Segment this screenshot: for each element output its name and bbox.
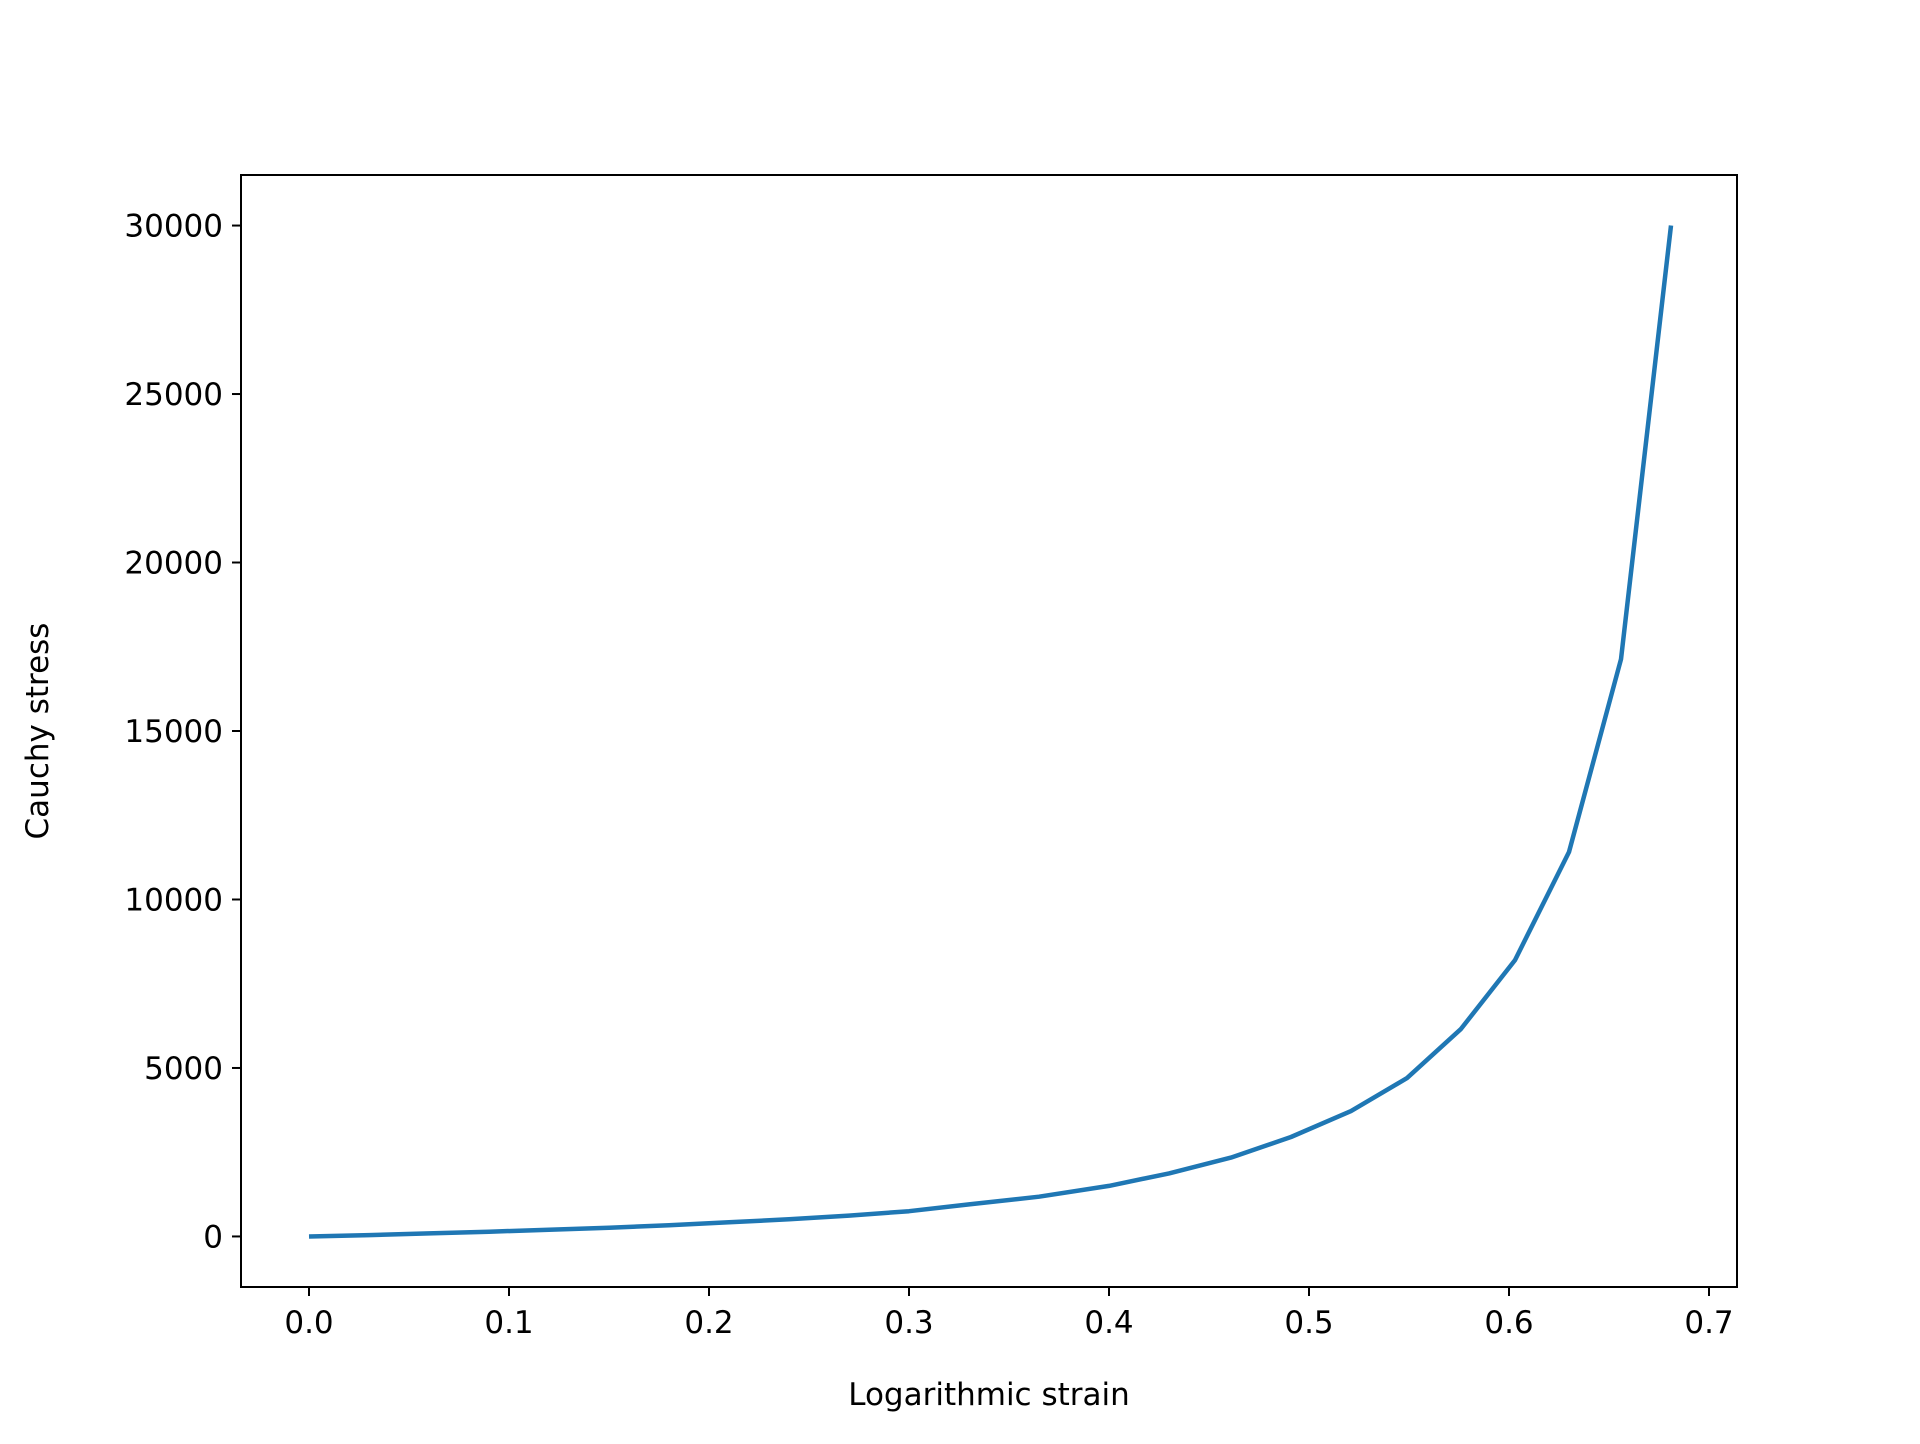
y-tick-label: 25000 xyxy=(124,377,223,413)
y-tick-label: 5000 xyxy=(144,1051,223,1087)
series-line xyxy=(308,225,1674,1239)
x-tick-label: 0.6 xyxy=(1484,1305,1533,1341)
y-tick-label: 30000 xyxy=(124,209,223,245)
plot-area xyxy=(308,225,1674,1239)
x-tick-label: 0.5 xyxy=(1284,1305,1333,1341)
x-tick-label: 0.3 xyxy=(884,1305,933,1341)
y-tick-label: 0 xyxy=(203,1219,223,1255)
y-tick-label: 20000 xyxy=(124,546,223,582)
axes-frame xyxy=(240,174,1738,1288)
x-axis-label: Logarithmic strain xyxy=(848,1377,1130,1413)
y-tick-label: 10000 xyxy=(124,882,223,918)
x-axis: 0.0 0.1 0.2 0.3 0.4 0.5 0.6 0.7 xyxy=(284,1287,1734,1341)
x-tick-label: 0.7 xyxy=(1684,1305,1733,1341)
y-axis-label: Cauchy stress xyxy=(20,623,56,840)
x-tick-label: 0.0 xyxy=(284,1305,333,1341)
y-tick-label: 15000 xyxy=(124,714,223,750)
y-axis: 0 5000 10000 15000 20000 25000 30000 xyxy=(124,209,241,1255)
x-tick-label: 0.2 xyxy=(684,1305,733,1341)
x-tick-label: 0.1 xyxy=(484,1305,533,1341)
x-tick-label: 0.4 xyxy=(1084,1305,1133,1341)
